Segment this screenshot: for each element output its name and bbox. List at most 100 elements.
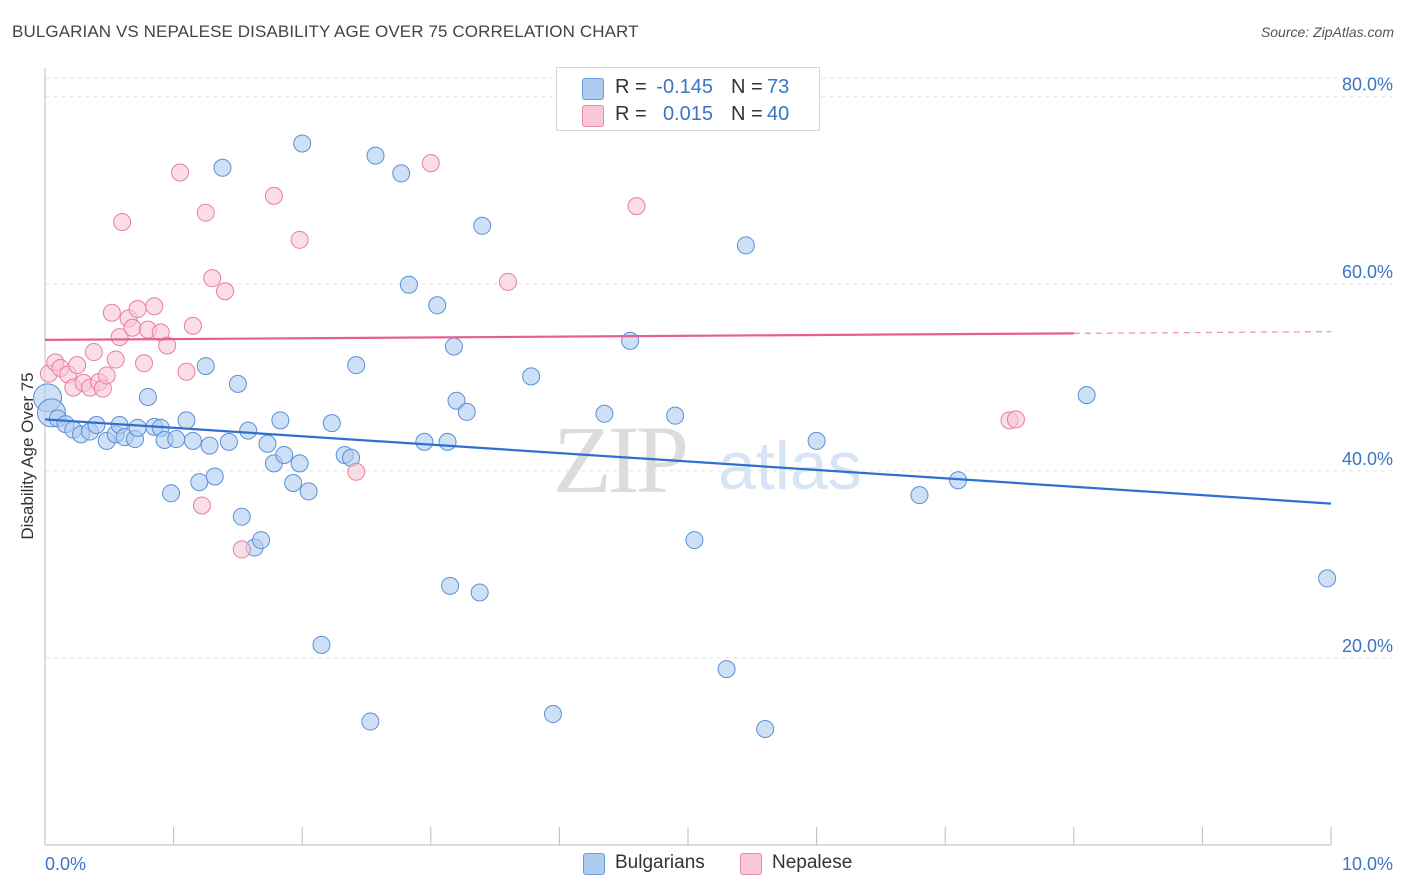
point-bulgarians: [910, 486, 929, 505]
trend-line-nepalese: [44, 332, 1074, 342]
point-bulgarians: [522, 367, 541, 386]
point-nepalese: [171, 163, 190, 182]
y-tick-label: 20.0%: [1342, 636, 1393, 656]
point-nepalese: [216, 282, 235, 301]
point-nepalese: [498, 272, 517, 291]
point-nepalese: [203, 269, 222, 288]
legend-r-label: R =: [615, 103, 647, 125]
point-bulgarians: [293, 134, 312, 153]
trend-line-bulgarians: [44, 418, 1332, 505]
point-bulgarians: [322, 414, 341, 433]
point-bulgarians: [438, 432, 457, 451]
point-bulgarians: [87, 416, 106, 435]
point-bulgarians: [1318, 569, 1337, 588]
legend-swatch-nepalese: [740, 853, 762, 875]
point-bulgarians: [807, 431, 826, 450]
point-bulgarians: [200, 436, 219, 455]
point-bulgarians: [361, 712, 380, 731]
point-bulgarians: [284, 474, 303, 493]
watermark-atlas: atlas: [718, 428, 862, 504]
x-tick-labels: 0.0% 10.0%: [45, 854, 1393, 874]
point-bulgarians: [399, 275, 418, 294]
legend-swatch-nepalese: [582, 105, 604, 127]
legend-r-value: 0.015: [662, 103, 713, 125]
point-bulgarians: [717, 660, 736, 679]
point-nepalese: [183, 316, 202, 335]
correlation-legend: R = -0.145 N = 73 R = 0.015 N = 40: [556, 67, 820, 131]
point-bulgarians: [447, 391, 466, 410]
point-bulgarians: [347, 356, 366, 375]
source-label: Source: ZipAtlas.com: [1260, 24, 1394, 40]
point-bulgarians: [299, 482, 318, 501]
point-bulgarians: [736, 236, 755, 255]
legend-r-label: R =: [615, 76, 647, 98]
point-nepalese: [177, 362, 196, 381]
point-nepalese: [84, 343, 103, 362]
legend-label-nepalese: Nepalese: [772, 852, 853, 873]
legend-r-value: -0.145: [656, 76, 713, 98]
legend-swatch-bulgarians: [582, 78, 604, 100]
point-bulgarians: [457, 402, 476, 421]
point-bulgarians: [392, 164, 411, 183]
trend-lines: [44, 331, 1332, 505]
point-bulgarians: [1077, 386, 1096, 405]
point-nepalese: [1006, 410, 1025, 429]
point-nepalese: [290, 230, 309, 249]
point-nepalese: [97, 366, 116, 385]
point-bulgarians: [196, 357, 215, 376]
point-bulgarians: [177, 411, 196, 430]
point-nepalese: [264, 186, 283, 205]
point-nepalese: [123, 318, 142, 337]
point-bulgarians: [271, 411, 290, 430]
point-nepalese: [68, 356, 87, 375]
legend-label-bulgarians: Bulgarians: [615, 852, 705, 873]
trend-extension-nepalese: [1073, 331, 1332, 334]
y-tick-labels: 20.0% 40.0% 60.0% 80.0%: [1342, 75, 1393, 656]
axes: [44, 68, 1332, 846]
legend-n-label: N =: [731, 76, 763, 98]
y-tick-label: 40.0%: [1342, 449, 1393, 469]
point-bulgarians: [470, 583, 489, 602]
gridlines: [45, 77, 1392, 659]
point-bulgarians: [366, 146, 385, 165]
point-bulgarians: [415, 432, 434, 451]
point-nepalese: [158, 336, 177, 355]
point-bulgarians: [290, 454, 309, 473]
point-bulgarians: [543, 705, 562, 724]
point-bulgarians: [685, 531, 704, 550]
legend-swatch-bulgarians: [583, 853, 605, 875]
point-bulgarians: [595, 404, 614, 423]
legend-n-label: N =: [731, 103, 763, 125]
y-tick-label: 60.0%: [1342, 262, 1393, 282]
watermark: ZIP atlas: [553, 406, 862, 513]
point-bulgarians: [312, 635, 331, 654]
point-nepalese: [113, 213, 132, 232]
point-nepalese: [145, 297, 164, 316]
legend-row-bulgarians: R = -0.145 N = 73: [557, 74, 819, 102]
point-bulgarians: [666, 406, 685, 425]
point-nepalese: [421, 154, 440, 173]
legend-n-value: 40: [767, 103, 790, 125]
x-tick-label: 10.0%: [1342, 854, 1393, 874]
legend-row-nepalese: R = 0.015 N = 40: [557, 101, 819, 129]
point-nepalese: [232, 540, 251, 559]
point-bulgarians: [205, 467, 224, 486]
point-bulgarians: [138, 387, 157, 406]
point-nepalese: [128, 300, 147, 319]
point-bulgarians: [162, 484, 181, 503]
point-bulgarians: [128, 418, 147, 437]
point-bulgarians: [228, 374, 247, 393]
point-nepalese: [106, 350, 125, 369]
y-axis-label: Disability Age Over 75: [18, 372, 37, 539]
point-bulgarians: [213, 158, 232, 177]
point-bulgarians: [252, 531, 271, 550]
point-bulgarians: [621, 331, 640, 350]
point-bulgarians: [275, 445, 294, 464]
x-tick-label: 0.0%: [45, 854, 86, 874]
chart-title: BULGARIAN VS NEPALESE DISABILITY AGE OVE…: [12, 22, 639, 41]
point-bulgarians: [258, 434, 277, 453]
point-bulgarians: [239, 421, 258, 440]
point-bulgarians: [756, 720, 775, 739]
point-nepalese: [347, 462, 366, 481]
